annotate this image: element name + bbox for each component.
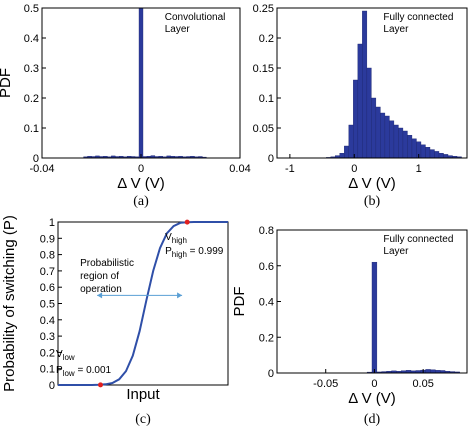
bar <box>339 152 345 159</box>
y-tick-label: 0 <box>49 380 55 392</box>
region-label: operation <box>80 284 122 295</box>
panel-label: (c) <box>135 412 151 427</box>
y-tick-label: 0.6 <box>259 261 274 273</box>
y-tick-label: 0 <box>268 153 274 165</box>
y-tick-label: 0.4 <box>259 297 274 309</box>
bar <box>380 112 386 159</box>
switching-curve <box>58 221 228 386</box>
y-tick-label: 0.15 <box>253 63 274 75</box>
y-tick-label: 0.8 <box>259 225 274 237</box>
y-tick-label: 0.4 <box>40 315 55 327</box>
bar <box>371 261 378 374</box>
y-axis-label: PDF <box>0 68 14 98</box>
bar <box>371 97 377 159</box>
region-label: region of <box>80 271 119 282</box>
annotation-text: Layer <box>165 24 191 35</box>
v-low-label: Vlow <box>56 349 75 362</box>
bar <box>425 369 431 374</box>
x-tick-label: -1 <box>285 163 295 175</box>
region-label: Probabilistic <box>80 258 134 269</box>
bar <box>348 124 354 159</box>
y-tick-label: 0 <box>268 368 274 380</box>
y-tick-label: 0.3 <box>24 63 39 75</box>
y-tick-label: 0.8 <box>40 250 55 262</box>
y-tick-label: 0.2 <box>40 347 55 359</box>
x-tick-label: 0 <box>371 378 377 390</box>
y-tick-label: 0 <box>33 153 39 165</box>
x-tick-label: 0.05 <box>412 378 433 390</box>
y-tick-label: 0.3 <box>40 331 55 343</box>
y-tick-label: 0.25 <box>253 3 274 15</box>
annotation-text: Layer <box>383 24 409 35</box>
bar <box>389 120 395 159</box>
bar <box>438 152 444 159</box>
bar <box>362 10 368 159</box>
panel-b: 0 0.05 0.1 0.15 0.2 0.25 -1 0 1 Δ V (V) Fully conn… <box>253 3 468 209</box>
y-tick-label: 0.1 <box>24 123 39 135</box>
bar <box>407 134 413 159</box>
bar <box>384 115 390 159</box>
y-tick-label: 0.2 <box>259 332 274 344</box>
panel-d: 0 0.2 0.4 0.6 0.8 -0.05 0 0.05 Δ V (V) PDF Fully c… <box>231 225 468 427</box>
y-tick-label: 1 <box>49 217 55 229</box>
x-axis-label: Δ V (V) <box>348 390 396 407</box>
bar <box>344 145 350 159</box>
bar <box>398 127 404 159</box>
annotation-text: Fully connected <box>383 234 453 245</box>
annotation-text: Layer <box>383 246 409 257</box>
x-tick-label: -0.04 <box>29 163 54 175</box>
bar <box>393 124 399 159</box>
y-tick-label: 0.1 <box>40 364 55 376</box>
x-tick-label: 1 <box>416 163 422 175</box>
bar <box>420 144 426 159</box>
annotation-text: Fully connected <box>383 12 453 23</box>
bar <box>434 151 440 159</box>
x-axis-label: Δ V (V) <box>348 175 396 192</box>
y-tick-label: 0.1 <box>259 93 274 105</box>
arrow-head-left <box>97 292 103 299</box>
panel-c: 0 0.1 0.2 0.3 0.4 0.5 0.6 0.7 0.8 0.9 1 Probabilist… <box>1 215 229 427</box>
bar <box>425 146 431 159</box>
y-tick-label: 0.9 <box>40 233 55 245</box>
threshold-marker <box>184 219 190 225</box>
annotation-text: Convolutional <box>165 12 226 23</box>
x-tick-label: 0.04 <box>229 163 250 175</box>
y-tick-label: 0.7 <box>40 266 55 278</box>
bar <box>357 43 363 159</box>
x-tick-label: -0.05 <box>313 378 338 390</box>
x-axis-label: Input <box>126 386 160 403</box>
y-tick-label: 0.6 <box>40 282 55 294</box>
p-high-label: Phigh = 0.999 <box>165 246 224 259</box>
y-tick-label: 0.5 <box>24 3 39 15</box>
y-tick-label: 0.4 <box>24 33 39 45</box>
bar <box>353 79 359 159</box>
y-tick-label: 0.2 <box>24 93 39 105</box>
v-high-label: Vhigh <box>165 232 187 245</box>
x-tick-label: 0 <box>351 163 357 175</box>
y-tick-label: 0.05 <box>253 123 274 135</box>
bar <box>375 106 381 159</box>
panel-a: 00.10.20.30.40.5-0.04 0 0.04Δ V (V)PDFConv… <box>0 3 251 209</box>
y-axis-label: PDF <box>231 287 248 317</box>
bar <box>411 138 417 159</box>
bar <box>366 67 372 159</box>
bar <box>138 7 144 159</box>
y-tick-label: 0.2 <box>259 33 274 45</box>
x-tick-label: 0 <box>138 163 144 175</box>
threshold-marker <box>98 382 103 388</box>
plot-frame <box>276 7 468 159</box>
panel-label: (d) <box>364 412 381 427</box>
panel-label: (b) <box>364 194 381 209</box>
bar <box>402 130 408 159</box>
y-axis-label: Probability of switching (P) <box>1 215 18 392</box>
y-tick-label: 0.5 <box>40 299 55 311</box>
bar <box>429 149 435 159</box>
x-axis-label: Δ V (V) <box>117 175 165 192</box>
arrow-head-right <box>177 292 183 299</box>
p-low-label: Plow = 0.001 <box>56 365 112 378</box>
panel-label: (a) <box>133 194 149 209</box>
bar <box>443 154 449 159</box>
